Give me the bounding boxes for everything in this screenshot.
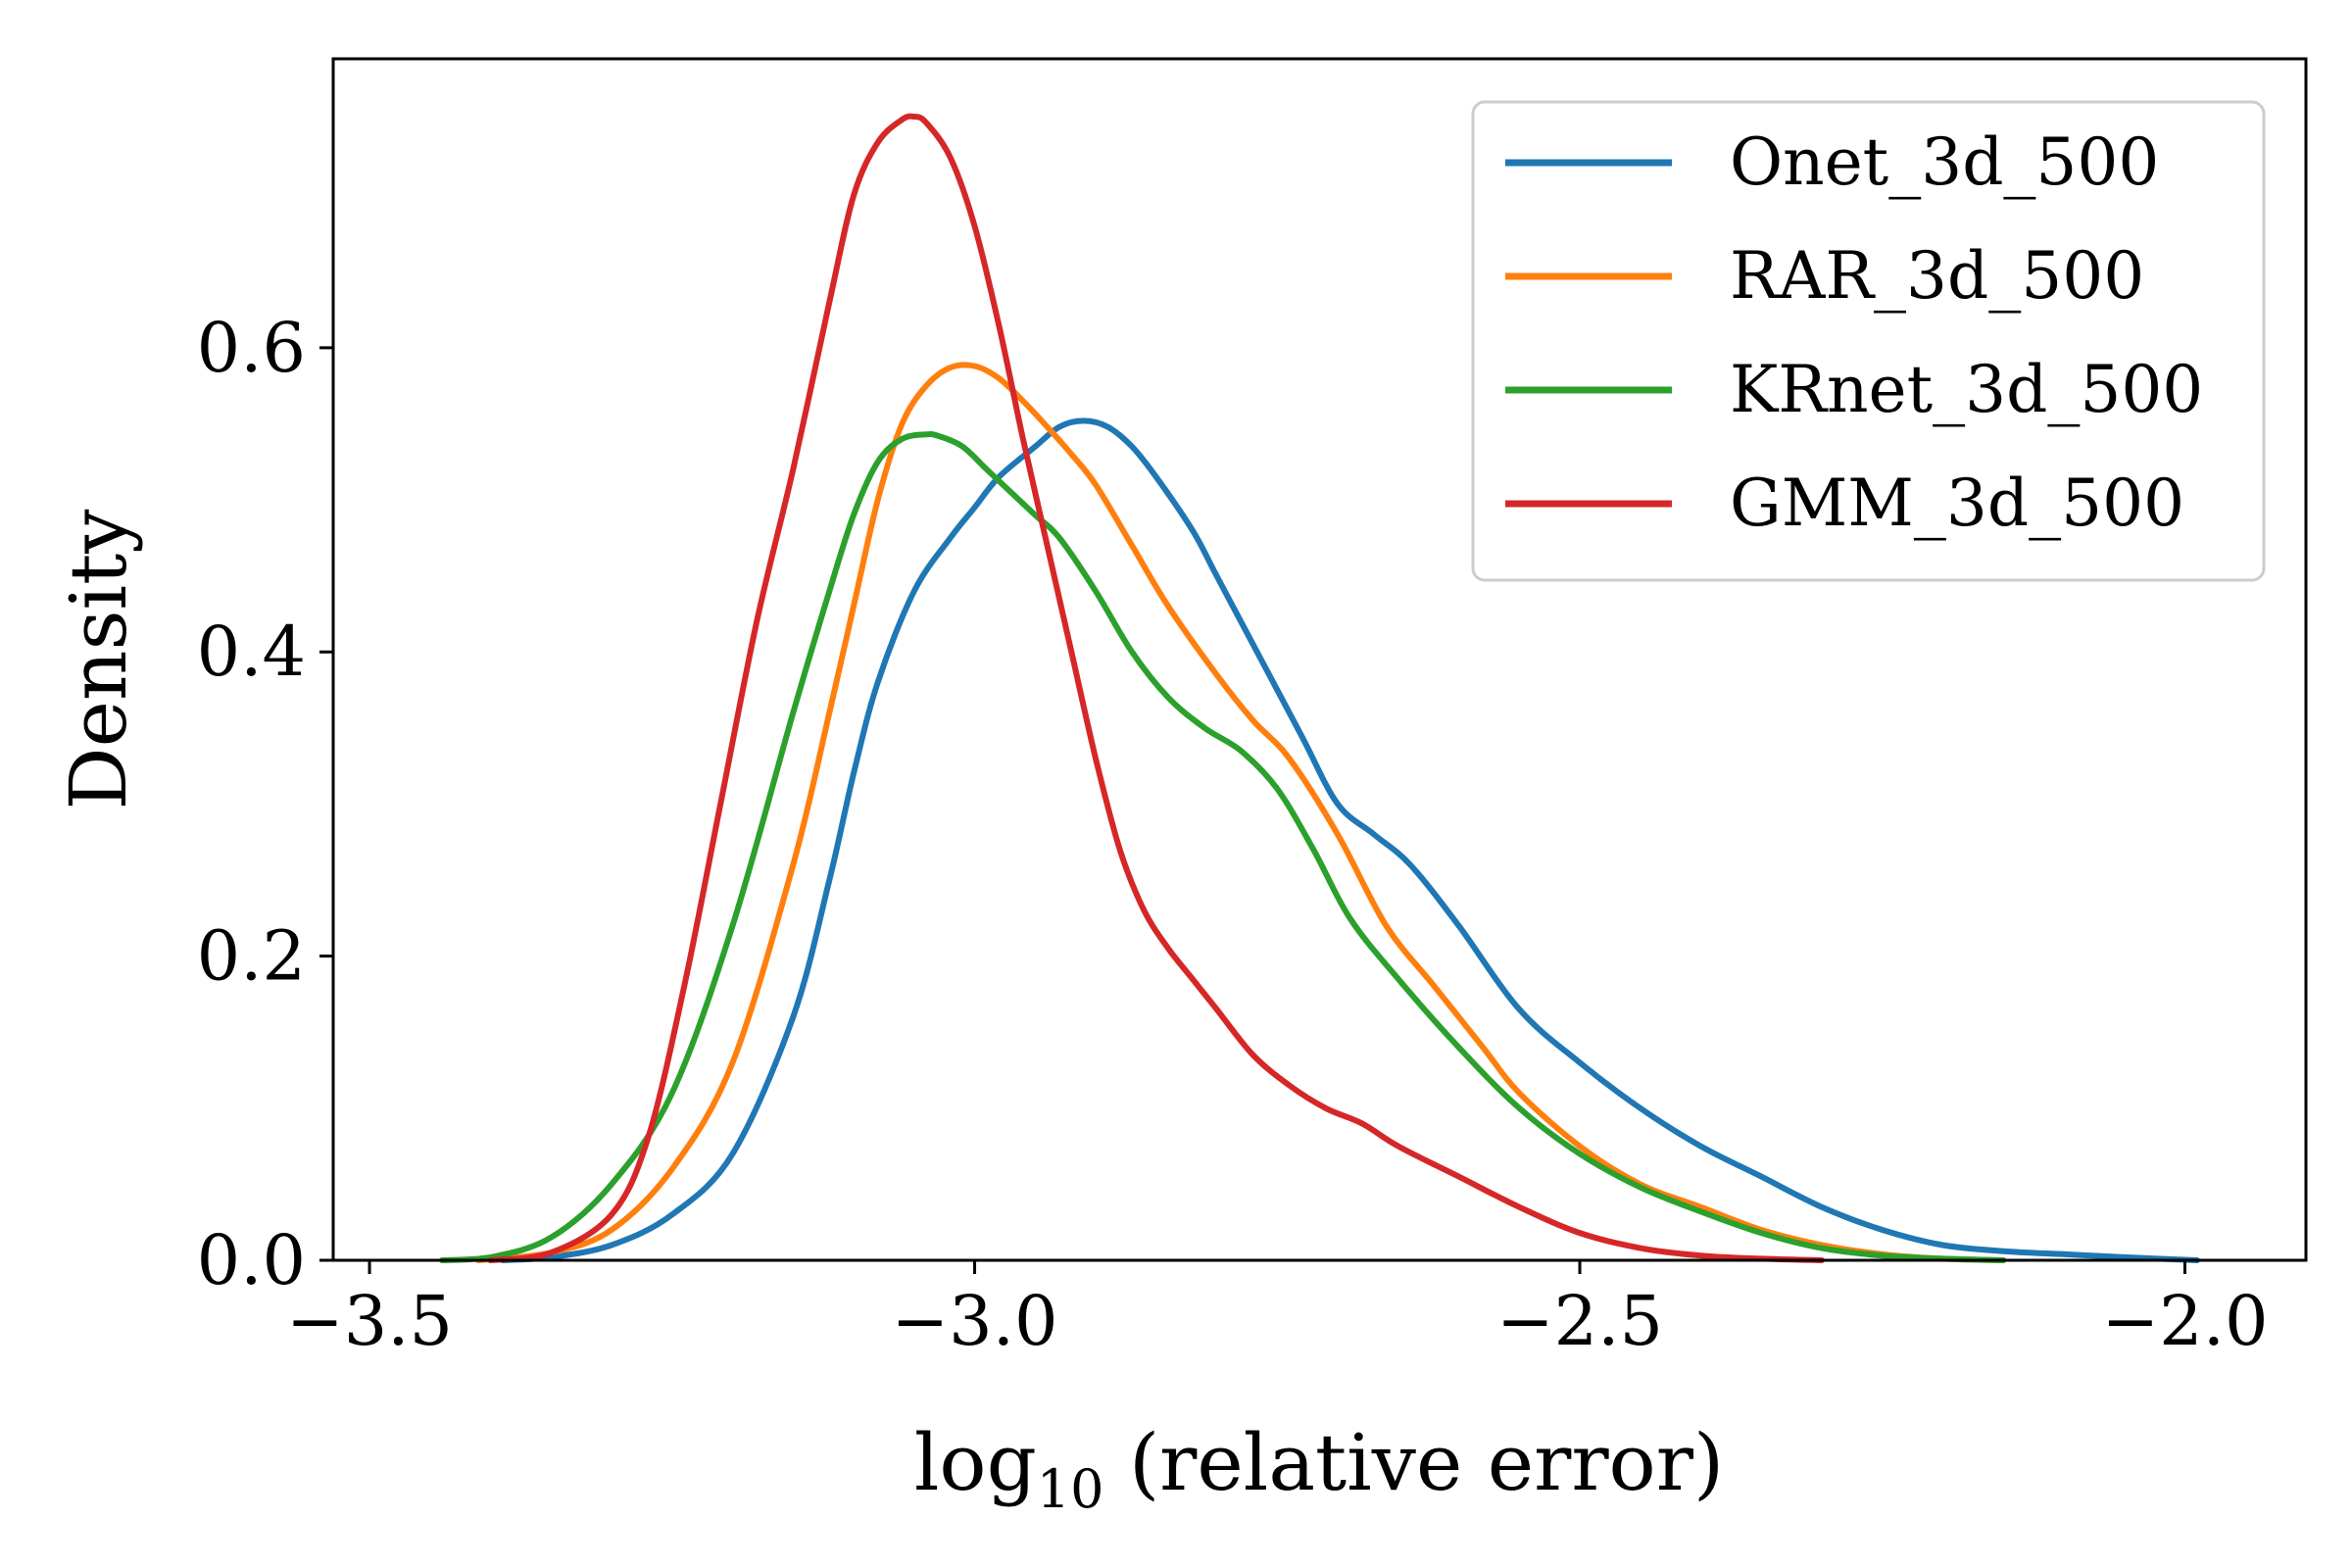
x-axis: −3.5 −3.0 −2.5 −2.0 [286, 1260, 2268, 1361]
legend-entry: KRnet_3d_500 [1505, 352, 2203, 427]
legend-label: Onet_3d_500 [1730, 124, 2159, 200]
x-axis-label: log10 (relative error) [914, 1417, 1724, 1520]
series-line-gmm-3d-500 [487, 113, 1825, 1263]
legend-entries: Onet_3d_500 RAR_3d_500 KRnet_3d_500 GMM_3d_… [1505, 124, 2203, 541]
x-tick-label: −2.5 [1496, 1281, 1663, 1361]
series-layer [439, 113, 2200, 1263]
y-axis: 0.0 0.2 0.4 0.6 [197, 308, 333, 1300]
legend-entry: RAR_3d_500 [1505, 238, 2144, 314]
x-axis-label-base: log [914, 1417, 1037, 1508]
legend-label: KRnet_3d_500 [1730, 352, 2203, 427]
series-line-rar-3d-500 [475, 362, 2007, 1263]
legend-label: GMM_3d_500 [1730, 466, 2184, 541]
y-tick-label: 0.0 [197, 1220, 306, 1300]
x-tick-label: −3.0 [892, 1281, 1058, 1361]
legend-entry: GMM_3d_500 [1505, 466, 2184, 541]
x-axis-label-subscript: 10 [1037, 1458, 1104, 1520]
legend-box [1471, 100, 2266, 582]
x-tick-label: −2.0 [2102, 1281, 2269, 1361]
y-tick-label: 0.4 [197, 612, 306, 692]
series-line-krnet-3d-500 [439, 431, 2007, 1263]
y-tick-label: 0.6 [197, 308, 306, 388]
series-line-onet-3d-500 [499, 417, 2200, 1263]
y-axis-label: Density [53, 510, 144, 810]
legend-entry: Onet_3d_500 [1505, 124, 2159, 200]
plot-frame [331, 57, 2308, 1262]
legend: Onet_3d_500 RAR_3d_500 KRnet_3d_500 GMM_3d_… [1471, 100, 2266, 582]
legend-label: RAR_3d_500 [1730, 238, 2144, 314]
y-tick-label: 0.2 [197, 916, 306, 997]
x-axis-label-rest: (relative error) [1104, 1417, 1725, 1508]
x-tick-label: −3.5 [286, 1281, 453, 1361]
